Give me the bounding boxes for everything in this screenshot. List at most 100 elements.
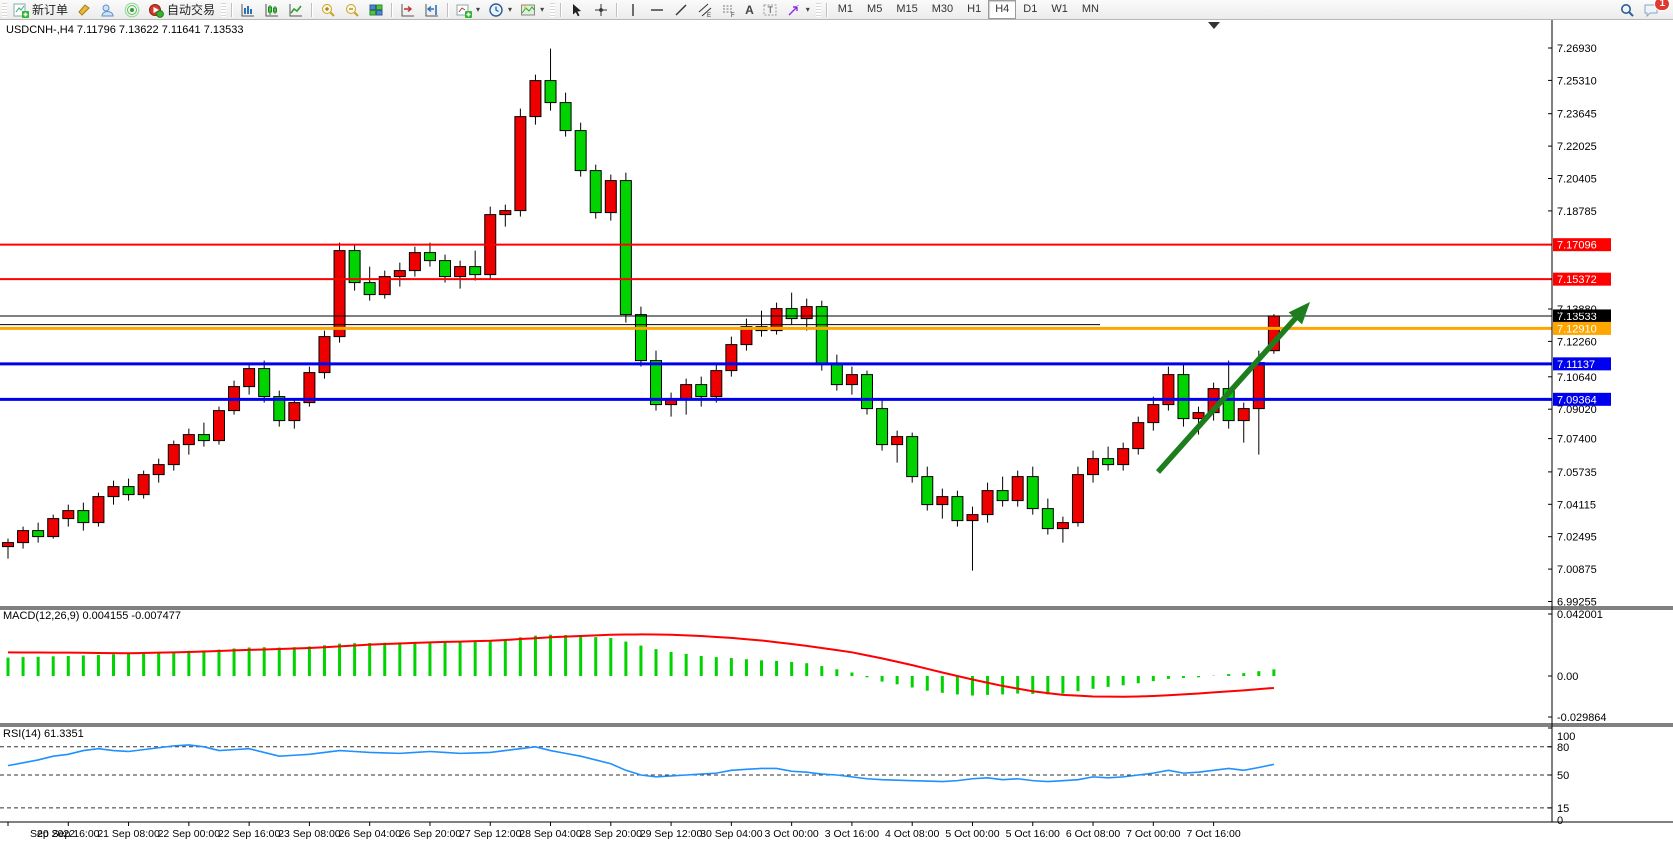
timeframe-M1[interactable]: M1	[837, 3, 854, 15]
time-tick-label: 27 Sep 12:00	[459, 828, 522, 840]
bar-chart-button[interactable]	[236, 1, 260, 18]
templates-button[interactable]: ▾	[516, 1, 548, 18]
chart-shift-button[interactable]	[396, 1, 420, 18]
candle-bullish	[107, 486, 120, 498]
candlestick-chart-button[interactable]	[260, 1, 284, 18]
periods-clock-icon	[489, 2, 503, 17]
candle-bullish	[1071, 474, 1084, 524]
text-label-tool-button[interactable]: T	[758, 1, 782, 18]
timeframe-M15[interactable]: M15	[896, 3, 918, 15]
candle-bullish	[966, 514, 979, 522]
line-chart-button[interactable]	[284, 1, 308, 18]
zoom-in-icon	[322, 3, 335, 17]
dropdown-arrow-icon: ▾	[508, 5, 513, 14]
candle-bullish	[454, 266, 467, 278]
candle-bullish	[710, 370, 723, 398]
dropdown-arrow-icon: ▾	[540, 5, 545, 14]
new-order-button[interactable]: 新订单	[9, 1, 72, 18]
zoom-in-button[interactable]	[316, 1, 340, 18]
timeframe-H4[interactable]: H4	[988, 0, 1017, 19]
cursor-button[interactable]	[565, 1, 589, 18]
candle-bearish	[996, 490, 1009, 502]
time-tick-label: 21 Sep 08:00	[97, 828, 160, 840]
price-tick-label: 6.99255	[1557, 597, 1597, 609]
price-tick-label: 7.18785	[1557, 206, 1597, 218]
toolbar-grip[interactable]	[221, 2, 227, 17]
candle-bearish	[423, 252, 436, 262]
price-tick-label: 7.20405	[1557, 174, 1597, 186]
candle-bearish	[906, 436, 919, 478]
zoom-out-button[interactable]	[340, 1, 364, 18]
timeframe-W1[interactable]: W1	[1051, 3, 1068, 15]
candle-bearish	[785, 308, 798, 320]
timeframe-toolbar: M1 M5 M15 M30 H1 H4 D1 W1 MN	[831, 0, 1106, 19]
market-icon	[78, 3, 90, 16]
vertical-line-tool-button[interactable]	[621, 1, 645, 18]
shapes-arrows-icon	[788, 4, 799, 15]
price-badge-label: 7.15372	[1557, 274, 1597, 286]
search-button[interactable]	[1615, 1, 1639, 18]
candle-bearish	[1026, 476, 1039, 510]
crosshair-icon	[595, 3, 608, 16]
price-tick-label: 7.12260	[1557, 336, 1597, 348]
zoom-out-icon	[346, 3, 359, 17]
market-button[interactable]	[72, 1, 96, 18]
time-tick-label: 4 Oct 08:00	[885, 828, 939, 840]
trend-arrow[interactable]	[1155, 310, 1303, 474]
price-tick-label: 7.26930	[1557, 43, 1597, 55]
time-tick-label: 30 Sep 04:00	[700, 828, 763, 840]
candle-bullish	[981, 490, 994, 516]
search-icon	[1621, 3, 1634, 17]
macd-tick-label: 0.042001	[1557, 609, 1603, 621]
line-chart-icon	[289, 3, 303, 16]
toolbar-separator	[231, 2, 234, 17]
time-tick-label: 22 Sep 16:00	[218, 828, 281, 840]
time-tick-label: 22 Sep 00:00	[158, 828, 221, 840]
candle-bearish	[544, 80, 557, 104]
cursor-icon	[573, 3, 582, 16]
candle-bearish	[815, 306, 828, 366]
timeframe-H1[interactable]: H1	[967, 3, 982, 15]
toolbar-grip[interactable]	[815, 2, 821, 17]
time-tick-label: 3 Oct 00:00	[764, 828, 818, 840]
candle-bullish	[182, 434, 195, 446]
macd-signal-line	[7, 633, 1274, 698]
candle-bearish	[258, 368, 271, 398]
crosshair-button[interactable]	[589, 1, 613, 18]
fibonacci-tool-button[interactable]: F	[717, 1, 741, 18]
autotrade-icon	[149, 3, 164, 18]
toolbar-grip[interactable]	[2, 2, 7, 17]
rsi-indicator-label: RSI(14) 61.3351	[3, 728, 84, 740]
timeframe-M30[interactable]: M30	[931, 3, 954, 15]
autotrade-button[interactable]: 自动交易	[144, 1, 219, 18]
macd-tick-label: 0.00	[1557, 671, 1578, 683]
trend-arrow-head[interactable]	[1288, 302, 1310, 325]
timeframe-MN[interactable]: MN	[1081, 3, 1099, 15]
vertical-line-icon	[632, 3, 634, 16]
candle-bullish	[680, 384, 693, 400]
tile-windows-button[interactable]	[364, 1, 388, 18]
channel-tool-button[interactable]: E	[693, 1, 717, 18]
horizontal-line-tool-button[interactable]	[645, 1, 669, 18]
signals-button[interactable]	[120, 1, 144, 18]
candle-bearish	[363, 282, 376, 296]
shapes-tool-button[interactable]: ▾	[782, 1, 814, 18]
candle-bullish	[92, 496, 105, 524]
periods-button[interactable]: ▾	[484, 1, 516, 18]
indicators-button[interactable]: ▾	[452, 1, 484, 18]
candle-bearish	[559, 102, 572, 132]
chat-button[interactable]: 1	[1639, 0, 1670, 18]
candle-bullish	[408, 252, 421, 272]
candle-bearish	[32, 530, 45, 538]
candle-bearish	[1177, 374, 1190, 420]
timeframe-D1[interactable]: D1	[1023, 3, 1038, 15]
trendline-tool-button[interactable]	[669, 1, 693, 18]
timeframe-M5[interactable]: M5	[867, 3, 883, 15]
chart-shift-marker[interactable]	[1208, 22, 1220, 29]
svg-text:F: F	[731, 13, 735, 18]
auto-scroll-button[interactable]	[420, 1, 444, 18]
community-button[interactable]	[96, 1, 120, 18]
toolbar-grip[interactable]	[550, 2, 556, 17]
price-badge	[1553, 238, 1611, 252]
text-tool-button[interactable]: A	[741, 1, 758, 18]
